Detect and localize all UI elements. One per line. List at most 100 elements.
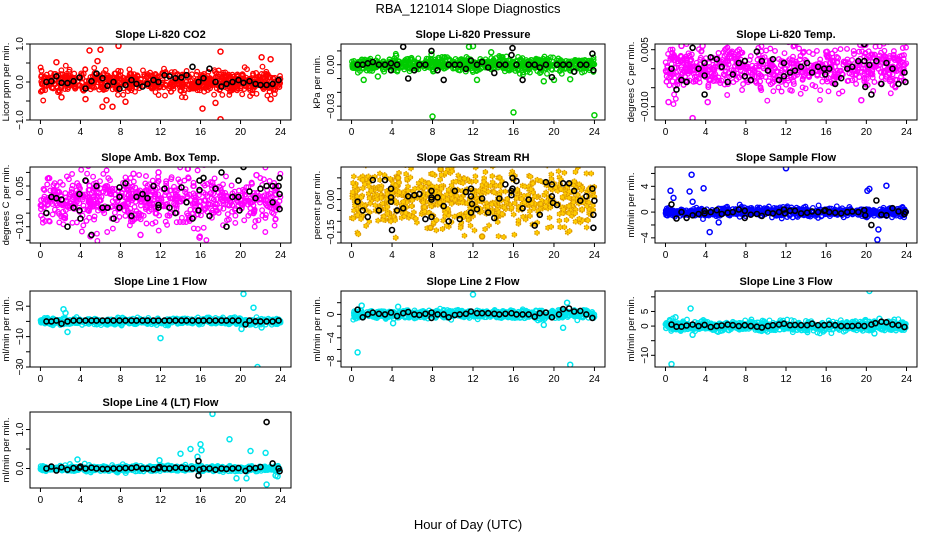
data-point [737, 50, 744, 57]
reference-point [206, 65, 213, 72]
data-point [372, 202, 379, 209]
x-tick-label: 12 [155, 127, 167, 138]
data-point [690, 70, 697, 77]
y-tick-label: 0.05 [15, 176, 26, 196]
data-point [184, 193, 191, 200]
data-point [548, 175, 555, 182]
data-point [711, 66, 718, 73]
data-point [501, 204, 508, 211]
reference-point [128, 212, 135, 220]
data-point [152, 210, 159, 217]
data-point [130, 178, 137, 185]
reference-point [58, 196, 65, 203]
data-point [157, 195, 164, 202]
reference-point [116, 204, 123, 211]
outlier-point [155, 169, 162, 176]
data-point [740, 81, 747, 88]
data-point [579, 206, 586, 213]
data-point [264, 197, 271, 204]
data-point [437, 176, 444, 183]
data-point [444, 205, 451, 212]
reference-point [388, 226, 396, 234]
data-point [194, 167, 201, 174]
data-point [788, 87, 795, 94]
data-point [204, 193, 211, 200]
data-point [671, 64, 678, 71]
data-point [465, 216, 472, 223]
data-point [514, 58, 521, 65]
reference-point [868, 221, 875, 229]
data-point [758, 44, 765, 50]
x-tick-label: 0 [38, 250, 44, 261]
reference-point [43, 209, 50, 217]
data-point [189, 82, 196, 89]
data-point [757, 84, 764, 91]
data-point [557, 224, 564, 231]
reference-point [878, 80, 885, 88]
data-point [768, 61, 775, 68]
data-point [204, 180, 211, 187]
data-point [537, 178, 544, 185]
data-point [770, 71, 776, 78]
reference-point [565, 180, 573, 187]
data-point [890, 52, 897, 59]
reference-point [508, 51, 515, 59]
reference-point [139, 83, 146, 90]
y-tick-label: 0.005 [640, 37, 651, 62]
reference-point [590, 67, 597, 74]
data-point [871, 79, 878, 85]
y-tick-label: 0.0 [15, 75, 26, 89]
reference-point [769, 55, 777, 63]
reference-point [701, 91, 708, 98]
data-point [488, 201, 495, 208]
data-point [168, 79, 175, 86]
data-point [379, 200, 386, 207]
data-point [687, 56, 694, 63]
panel-title: Slope Li-820 CO2 [115, 29, 205, 41]
reference-point [570, 68, 578, 75]
data-point [576, 215, 583, 222]
reference-point [178, 74, 185, 81]
reference-point [735, 206, 743, 213]
reference-point [753, 48, 761, 55]
reference-point [854, 208, 862, 216]
data-point [258, 70, 265, 77]
data-point [448, 182, 455, 189]
data-point [350, 215, 357, 222]
reference-point [591, 197, 598, 204]
y-axis-label: kPa per min. [312, 55, 323, 108]
y-tick-label: 0 [640, 209, 651, 215]
reference-point [104, 82, 111, 90]
data-point [742, 65, 749, 72]
reference-point [895, 80, 902, 88]
data-point [669, 78, 676, 85]
reference-point [218, 169, 225, 176]
data-point [739, 87, 746, 93]
data-point [122, 212, 129, 219]
reference-point [236, 207, 243, 214]
data-point [461, 175, 468, 182]
reference-point [393, 207, 401, 214]
reference-point [275, 76, 282, 84]
data-point [547, 54, 554, 61]
data-point [48, 84, 55, 91]
data-point [199, 83, 206, 90]
data-point [758, 87, 765, 94]
data-point [214, 196, 221, 203]
reference-point [178, 184, 185, 191]
data-point [879, 44, 881, 45]
x-tick-label: 0 [663, 250, 669, 261]
reference-point [381, 61, 389, 68]
data-point [793, 44, 800, 46]
reference-point [456, 61, 464, 68]
data-point [94, 237, 101, 243]
outlier-point [258, 54, 265, 61]
data-point [535, 56, 542, 63]
data-point [45, 174, 52, 181]
data-point [136, 172, 143, 178]
data-point [117, 72, 124, 79]
data-point [584, 217, 591, 224]
reference-point [861, 44, 868, 48]
data-point [184, 210, 190, 217]
outlier-point [487, 49, 495, 56]
